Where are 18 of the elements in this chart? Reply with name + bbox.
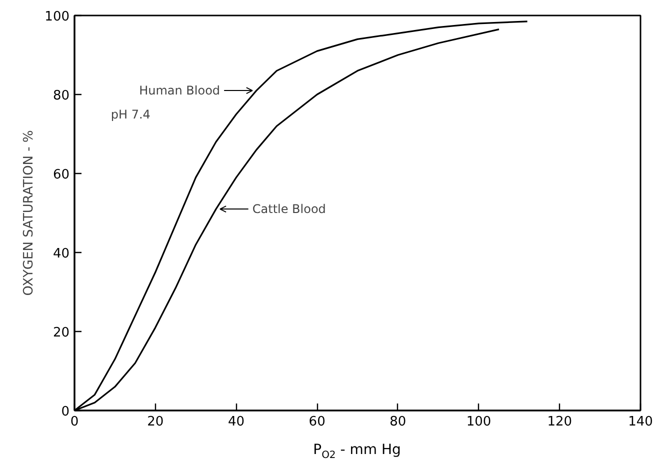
series-label: Human Blood: [139, 84, 220, 98]
y-tick-label: 80: [52, 88, 70, 104]
xlabel: P$_{O2}$ - mm Hg: [312, 441, 402, 463]
x-tick-label: 80: [390, 414, 406, 430]
x-tick-label: 40: [228, 414, 244, 430]
y-tick-label: 40: [52, 246, 70, 262]
y-axis-title: OXYGEN SATURATION - %: [22, 130, 37, 296]
x-tick-label: 60: [308, 414, 326, 430]
y-tick-label: 60: [52, 168, 70, 182]
legend-label: Cattle Blood: [252, 202, 326, 216]
x-tick-label: 140: [628, 414, 653, 430]
y-tick-label: 0: [61, 404, 70, 420]
y-tick-label: 100: [44, 10, 70, 24]
x-tick-label: 100: [466, 414, 492, 430]
annotation: pH 7.4: [110, 107, 150, 122]
x-tick-label: 20: [147, 414, 164, 430]
y-tick-label: 20: [52, 326, 70, 340]
x-tick-label: 120: [547, 414, 572, 430]
